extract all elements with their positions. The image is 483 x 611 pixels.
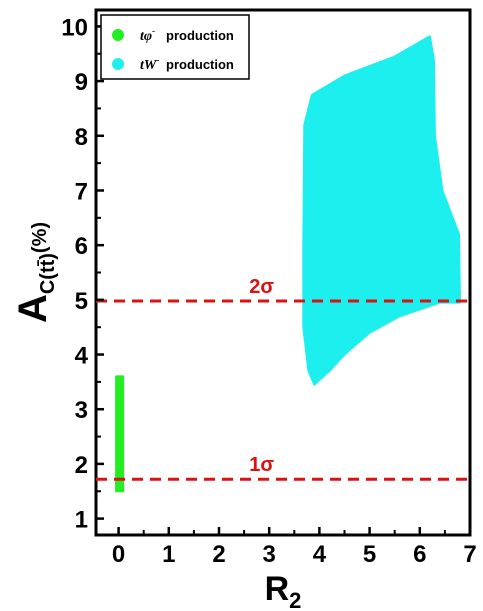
x-tick-label: 6 <box>413 541 426 568</box>
x-axis-title: R2 <box>265 570 302 611</box>
x-tick-label: 7 <box>463 541 476 568</box>
y-tick-label: 7 <box>75 178 88 205</box>
y-tick-label: 4 <box>75 343 89 370</box>
x-tick-label: 5 <box>363 541 376 568</box>
y-axis-title: AC(tt̄)(%) <box>11 222 59 323</box>
x-tick-label: 2 <box>212 541 225 568</box>
reference-lines: 2σ 1σ <box>96 276 470 481</box>
reference-label-1sigma: 1σ <box>249 454 274 476</box>
legend-symbol-tw: tW- <box>140 55 159 73</box>
legend-box <box>100 14 250 80</box>
y-tick-label: 3 <box>75 397 88 424</box>
legend-symbol-tphi: tφ- <box>140 26 155 44</box>
y-tick-label: 10 <box>61 14 88 41</box>
y-tick-label: 8 <box>75 124 88 151</box>
legend-marker-tphi <box>112 29 124 41</box>
x-axis-ticks: 0 1 2 3 4 5 6 7 <box>112 527 477 568</box>
y-tick-label: 2 <box>75 452 88 479</box>
x-tick-label: 4 <box>313 541 327 568</box>
x-tick-label: 0 <box>112 541 125 568</box>
y-tick-label: 1 <box>75 507 88 534</box>
x-tick-label: 1 <box>162 541 175 568</box>
y-tick-label: 5 <box>75 288 88 315</box>
y-tick-label: 9 <box>75 69 88 96</box>
y-axis-ticks: 1 2 3 4 5 6 7 8 9 10 <box>61 14 104 534</box>
y-tick-label: 6 <box>75 233 88 260</box>
legend-label-tw: production <box>166 57 234 72</box>
data-regions <box>115 35 461 493</box>
region-tphi <box>115 375 125 493</box>
region-tw <box>302 35 461 386</box>
legend-label-tphi: production <box>166 28 234 43</box>
legend: tφ- production tW- production <box>100 14 250 80</box>
reference-label-2sigma: 2σ <box>249 276 274 298</box>
x-tick-label: 3 <box>263 541 276 568</box>
legend-marker-tw <box>112 58 124 70</box>
